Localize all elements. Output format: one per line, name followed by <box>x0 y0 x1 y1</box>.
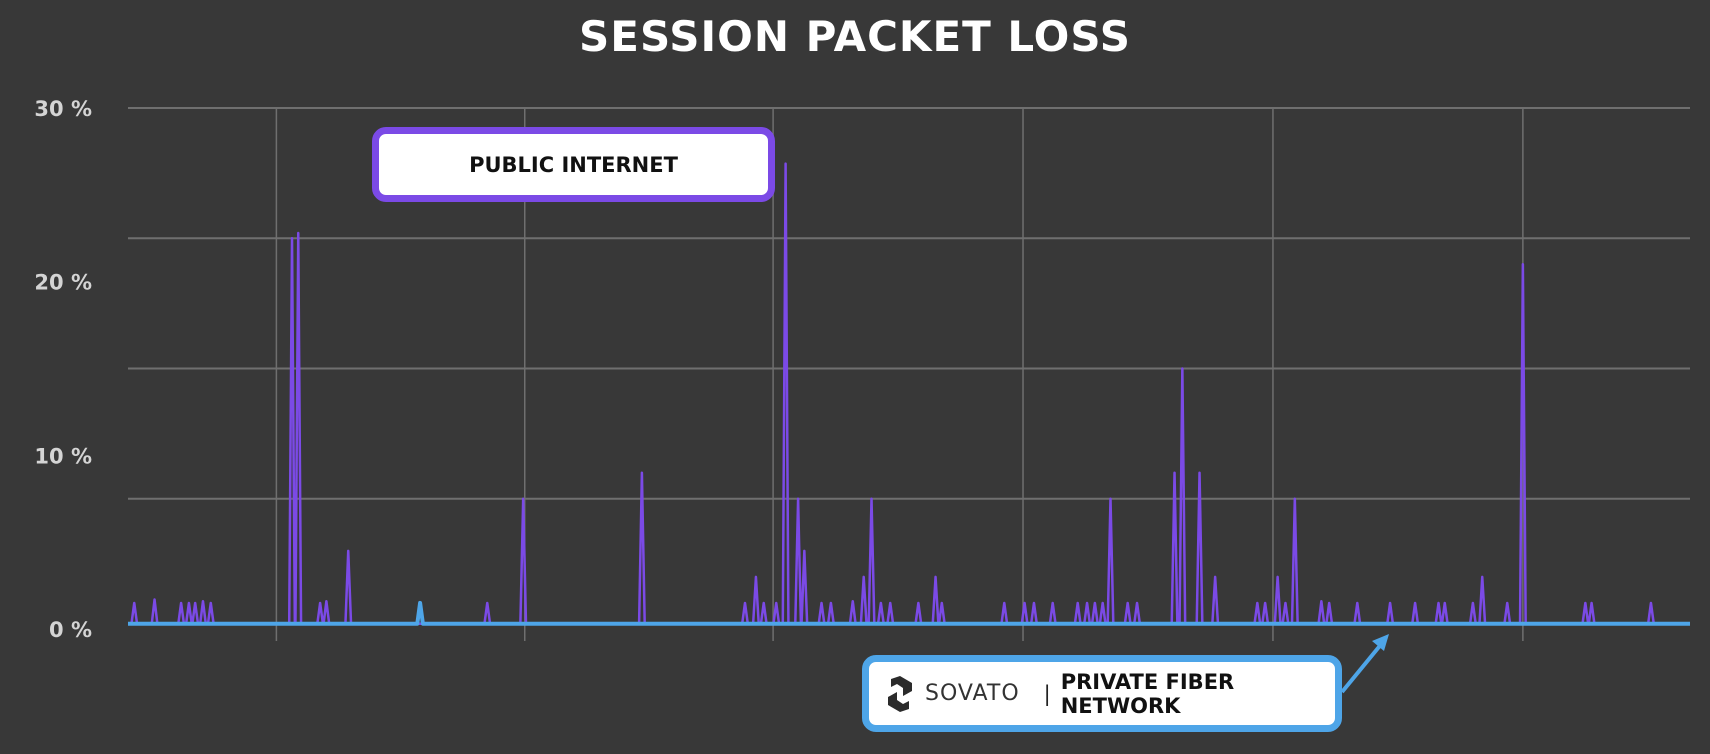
y-tick-label: 10 % <box>34 444 92 468</box>
chart-title: SESSION PACKET LOSS <box>579 12 1131 61</box>
callout-separator: | <box>1043 681 1051 706</box>
public-internet-label: PUBLIC INTERNET <box>469 152 678 177</box>
series-line-public-internet <box>128 162 1690 626</box>
y-tick-label: 20 % <box>34 271 92 295</box>
y-tick-label: 0 % <box>49 618 92 642</box>
series-line-private-fiber <box>128 600 1690 626</box>
grid-lines <box>128 107 1690 641</box>
sovato-logo: SOVATO <box>887 675 1020 713</box>
y-tick-label: 30 % <box>34 97 92 121</box>
private-fiber-label: PRIVATE FIBER NETWORK <box>1060 669 1235 718</box>
public-internet-callout: PUBLIC INTERNET <box>372 127 775 202</box>
sovato-brand-text: SOVATO <box>925 681 1020 706</box>
private-fiber-callout: SOVATO | PRIVATE FIBER NETWORK <box>862 655 1342 732</box>
series-lines <box>128 162 1690 626</box>
arrow-up-right-icon <box>1340 640 1385 694</box>
sovato-s-icon <box>888 675 912 712</box>
arrow-head-icon <box>1372 634 1389 651</box>
y-axis-ticks: 0 % 10 % 20 % 30 % <box>34 97 92 642</box>
